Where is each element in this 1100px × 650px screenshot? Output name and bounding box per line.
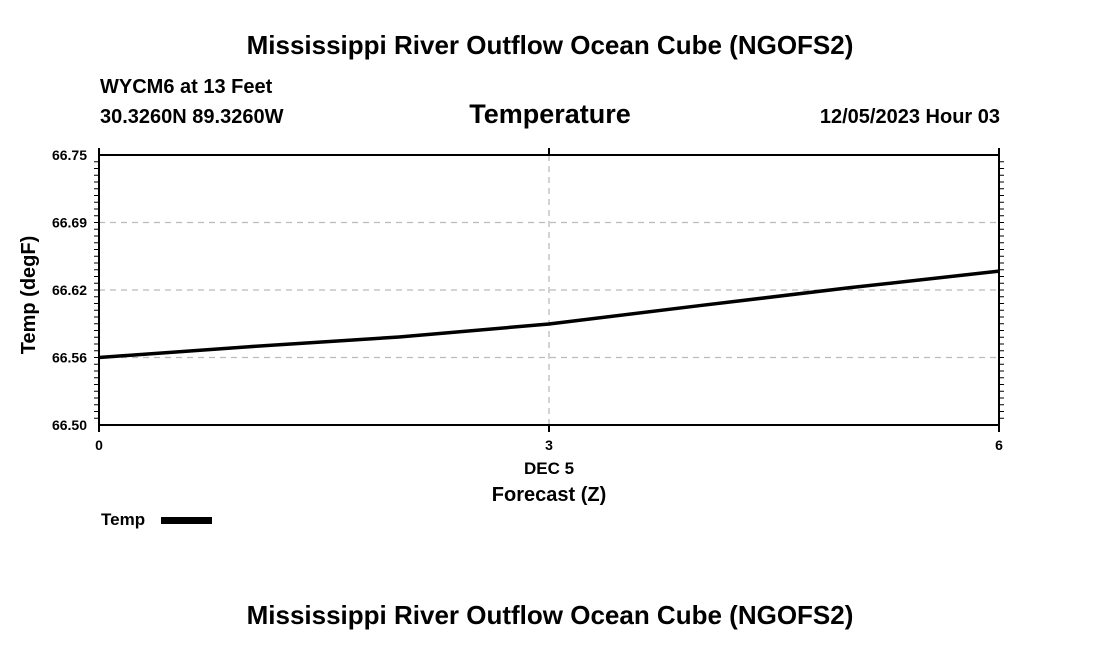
plot-frame (98, 154, 1000, 426)
series-line-temp (98, 269, 1000, 360)
x-date-label: DEC 5 (524, 459, 574, 478)
x-axis-title: Forecast (Z) (492, 484, 606, 506)
x-tick-label: 3 (545, 437, 553, 453)
x-tick-label: 0 (95, 437, 103, 453)
y-tick-label: 66.56 (52, 350, 87, 366)
legend-swatch-temp (161, 517, 212, 524)
temperature-chart: 66.50 66.56 66.62 66.69 66.75 0 3 6 DEC 5 Forec… (18, 147, 1004, 529)
grid-layer (99, 154, 999, 426)
label-layer: 66.50 66.56 66.62 66.69 66.75 0 3 6 (52, 147, 1003, 453)
y-tick-label: 66.50 (52, 417, 87, 433)
chart-title: Temperature (469, 99, 631, 129)
station-label: WYCM6 at 13 Feet (100, 76, 273, 98)
y-tick-label: 66.75 (52, 147, 87, 163)
y-axis-title: Temp (degF) (18, 236, 40, 355)
forecast-datetime: 12/05/2023 Hour 03 (819, 106, 1000, 128)
page-title: Mississippi River Outflow Ocean Cube (NG… (246, 30, 854, 60)
station-coordinates: 30.3260N 89.3260W (100, 106, 284, 128)
x-tick-label: 6 (995, 437, 1003, 453)
y-tick-label: 66.62 (52, 282, 87, 298)
y-tick-label: 66.69 (52, 215, 87, 231)
footer-title: Mississippi River Outflow Ocean Cube (NG… (246, 600, 854, 630)
legend-label: Temp (101, 510, 145, 529)
